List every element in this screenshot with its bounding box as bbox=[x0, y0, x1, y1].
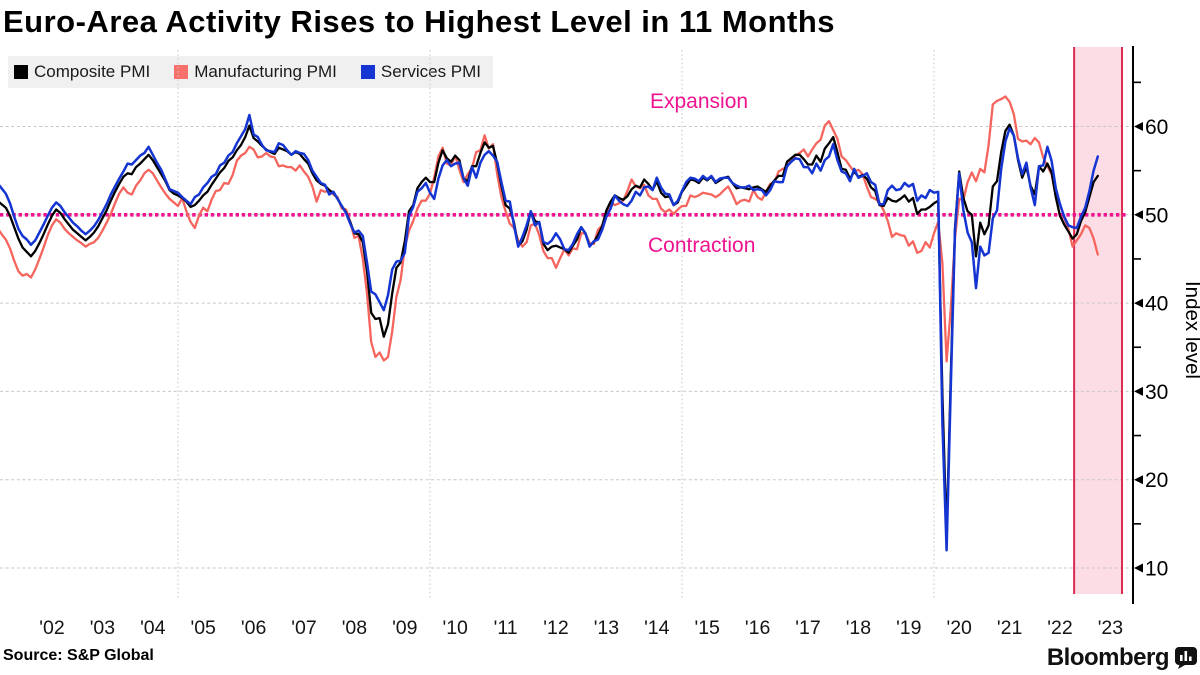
x-year-label-16: '16 bbox=[745, 617, 770, 639]
source-note: Source: S&P Global bbox=[3, 647, 154, 664]
legend-swatch-icon bbox=[174, 65, 189, 79]
y-major-tick-30 bbox=[1134, 386, 1143, 396]
x-year-label-23: '23 bbox=[1098, 617, 1123, 639]
legend-item-manufacturing-pmi: Manufacturing PMI bbox=[174, 62, 337, 82]
legend-item-composite-pmi: Composite PMI bbox=[14, 62, 150, 82]
y-tick-label-60: 60 bbox=[1145, 116, 1168, 139]
y-tick-label-50: 50 bbox=[1145, 204, 1168, 227]
x-year-label-13: '13 bbox=[594, 617, 619, 639]
x-year-label-22: '22 bbox=[1047, 617, 1072, 639]
page-title: Euro-Area Activity Rises to Highest Leve… bbox=[3, 4, 836, 39]
series-line-composite-pmi bbox=[0, 123, 1099, 538]
x-year-label-18: '18 bbox=[846, 617, 871, 639]
bloomberg-wordmark: Bloomberg bbox=[1046, 644, 1170, 671]
x-year-label-11: '11 bbox=[494, 617, 518, 639]
x-year-label-20: '20 bbox=[946, 617, 972, 639]
legend-swatch-icon bbox=[14, 65, 28, 79]
y-tick-label-20: 20 bbox=[1145, 469, 1168, 492]
x-year-label-06: '06 bbox=[241, 617, 266, 639]
x-year-label-02: '02 bbox=[39, 617, 64, 639]
x-year-label-12: '12 bbox=[543, 617, 568, 639]
legend-label: Manufacturing PMI bbox=[194, 62, 337, 81]
x-year-label-15: '15 bbox=[694, 617, 720, 639]
y-tick-label-10: 10 bbox=[1145, 558, 1168, 581]
y-major-tick-20 bbox=[1134, 475, 1143, 485]
y-tick-label-30: 30 bbox=[1145, 381, 1168, 404]
bloomberg-terminal-icon bbox=[1175, 647, 1197, 669]
y-major-tick-10 bbox=[1134, 563, 1143, 573]
legend-label: Composite PMI bbox=[34, 62, 151, 81]
highlight-band bbox=[1074, 47, 1122, 594]
x-year-label-08: '08 bbox=[342, 617, 367, 639]
x-year-label-17: '17 bbox=[795, 617, 820, 639]
y-axis-title: Index level bbox=[1181, 281, 1200, 379]
x-year-label-07: '07 bbox=[291, 617, 316, 639]
series-line-services-pmi bbox=[0, 113, 1100, 552]
x-year-label-14: '14 bbox=[644, 617, 670, 639]
expansion-label: Expansion bbox=[650, 90, 748, 113]
x-year-label-05: '05 bbox=[190, 617, 216, 639]
contraction-label: Contraction bbox=[648, 234, 755, 257]
bloomberg-logo: Bloomberg bbox=[1047, 644, 1197, 672]
x-year-label-21: '21 bbox=[997, 617, 1022, 639]
legend-item-services-pmi: Services PMI bbox=[360, 62, 482, 82]
legend-swatch-icon bbox=[360, 65, 375, 79]
y-major-tick-40 bbox=[1134, 298, 1143, 308]
y-tick-label-40: 40 bbox=[1145, 293, 1168, 316]
x-year-label-09: '09 bbox=[392, 617, 417, 639]
x-year-label-19: '19 bbox=[896, 617, 921, 639]
y-major-tick-50 bbox=[1134, 210, 1143, 220]
series-line-manufacturing-pmi bbox=[0, 95, 1099, 363]
x-year-label-10: '10 bbox=[442, 617, 468, 639]
legend: Composite PMI Manufacturing PMI Services P… bbox=[8, 56, 494, 88]
legend-label: Services PMI bbox=[380, 62, 482, 81]
x-year-label-04: '04 bbox=[140, 617, 166, 639]
y-major-tick-60 bbox=[1134, 122, 1143, 131]
x-year-label-03: '03 bbox=[90, 617, 115, 639]
